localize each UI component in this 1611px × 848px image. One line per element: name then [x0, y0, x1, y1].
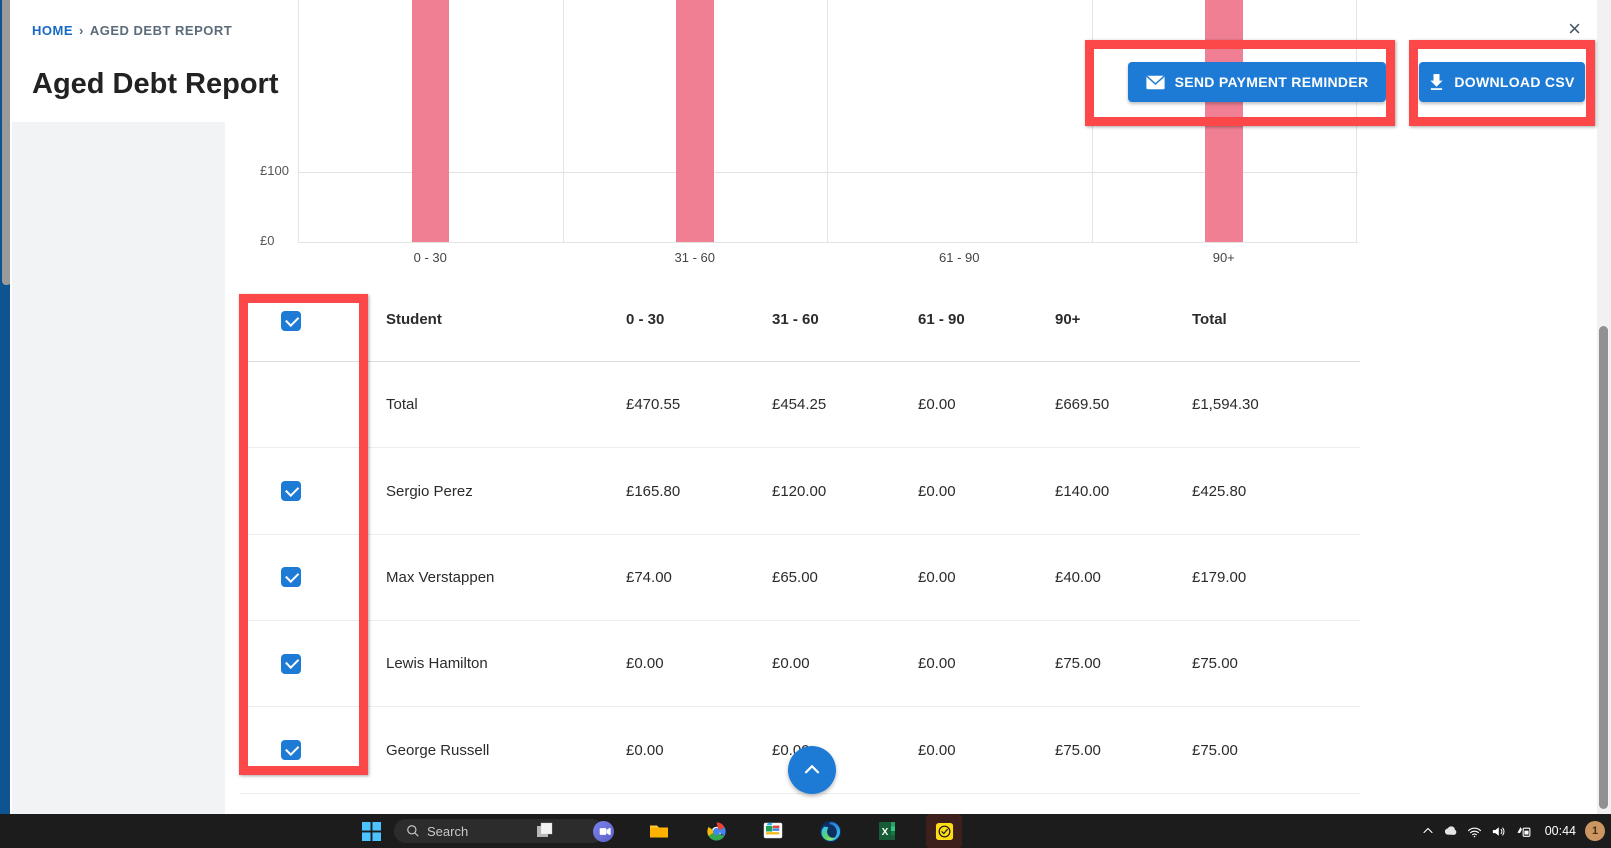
svg-text:X: X	[882, 827, 889, 838]
